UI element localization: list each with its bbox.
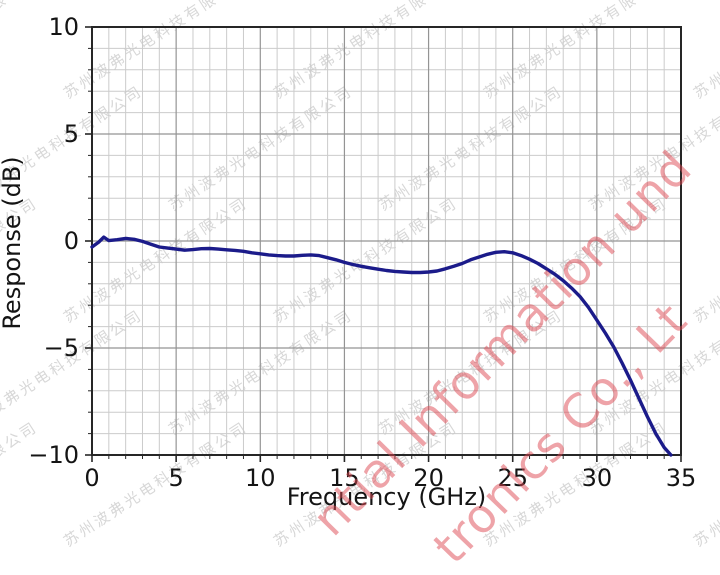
y-axis-title: Response (dB) [0, 156, 26, 330]
x-tick-label: 20 [413, 464, 444, 492]
x-tick-label: 5 [169, 464, 184, 492]
y-tick-label: 5 [64, 120, 79, 148]
y-tick-label: 0 [64, 227, 79, 255]
x-axis-title: Frequency (GHz) [286, 483, 487, 511]
y-tick-label: 10 [48, 13, 79, 41]
y-tick-label: −5 [44, 334, 79, 362]
response-curve [90, 235, 673, 457]
x-tick-label: 35 [666, 464, 697, 492]
x-tick-label: 15 [329, 464, 360, 492]
y-tick-label: −10 [28, 441, 79, 469]
response-chart: 0 5 10 15 20 25 30 35 10 5 0 −5 −10 [28, 13, 697, 492]
x-tick-label: 25 [497, 464, 528, 492]
x-tick-label: 10 [245, 464, 276, 492]
plot-border [91, 26, 682, 456]
x-tick-label: 30 [582, 464, 613, 492]
x-tick-label: 0 [84, 464, 99, 492]
